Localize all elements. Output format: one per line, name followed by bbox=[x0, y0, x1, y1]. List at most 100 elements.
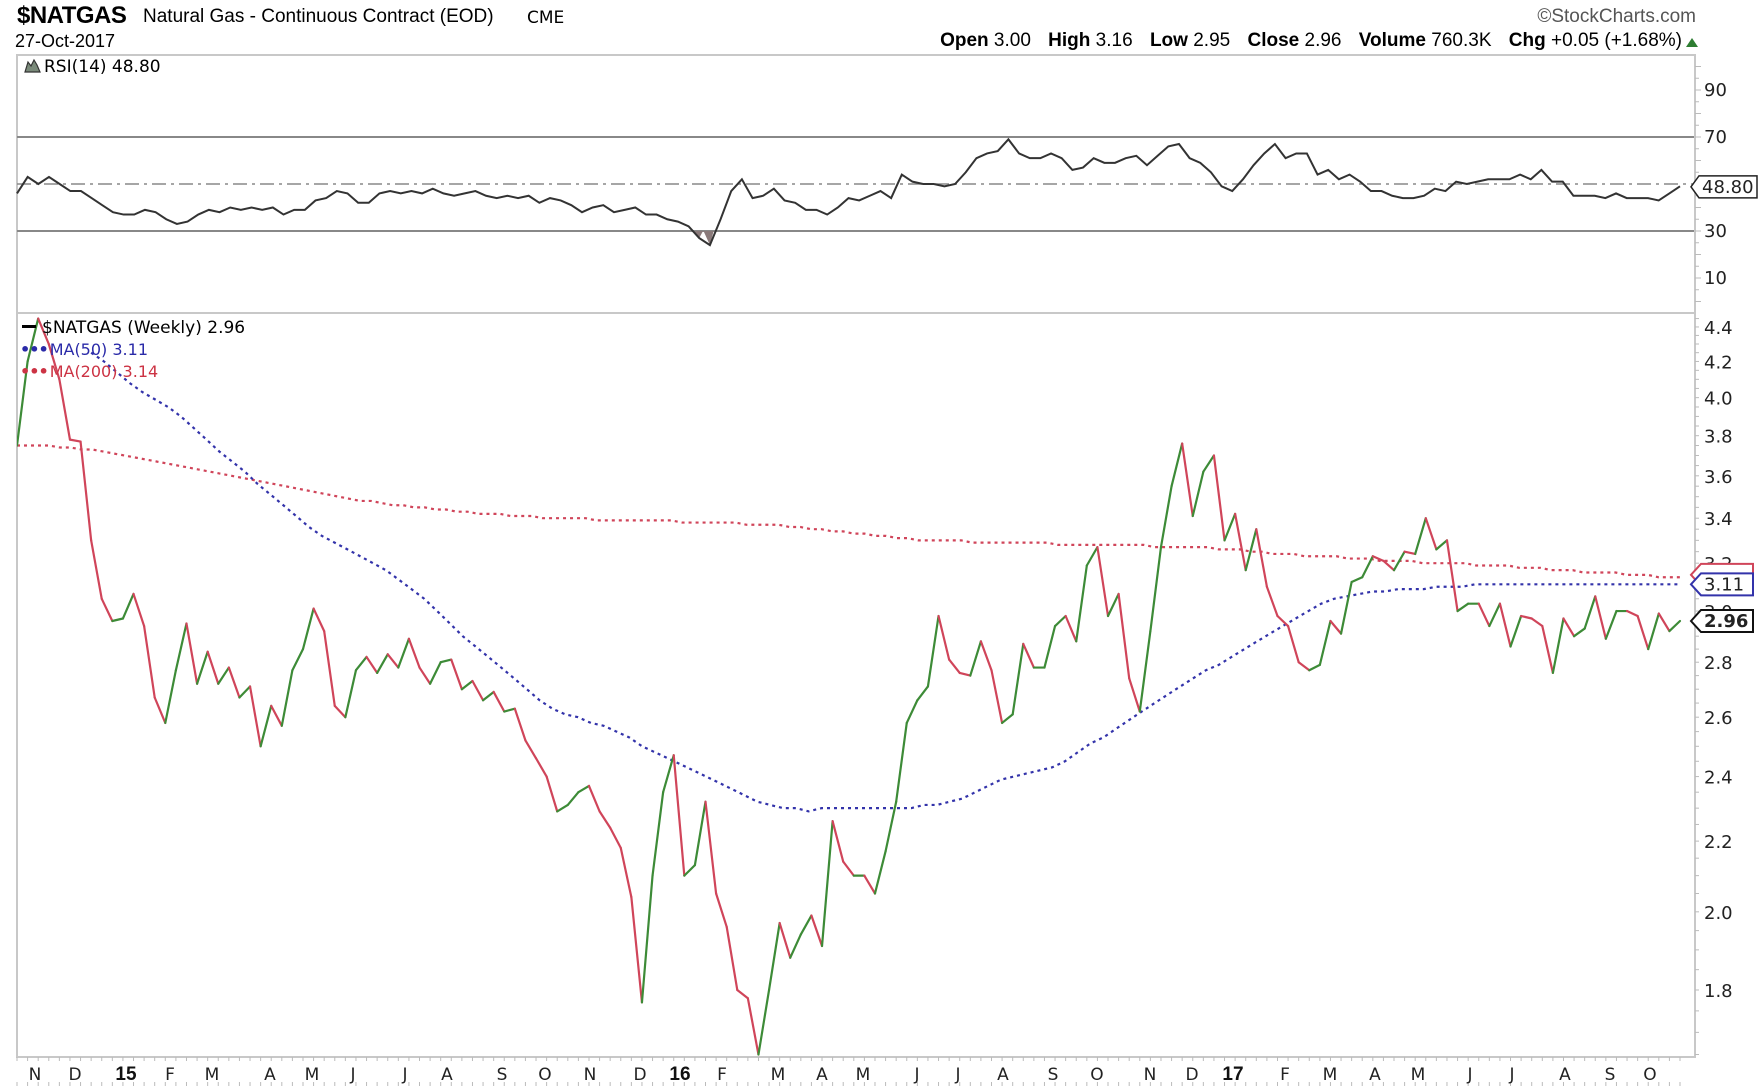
price-segment bbox=[693, 800, 707, 867]
price-segment bbox=[481, 690, 495, 702]
price-segment bbox=[248, 685, 262, 748]
x-axis-month-label: J bbox=[1508, 1065, 1514, 1085]
price-y-tick: 2.8 bbox=[1704, 653, 1733, 674]
price-segment bbox=[820, 820, 834, 948]
ma200-legend: ••• MA(200) 3.14 bbox=[20, 362, 158, 381]
price-segment bbox=[1255, 528, 1268, 588]
x-axis-year-label: 16 bbox=[669, 1064, 690, 1085]
price-segment bbox=[884, 800, 898, 853]
price-segment bbox=[164, 669, 177, 725]
price-segment bbox=[1657, 612, 1671, 633]
price-segment bbox=[1604, 609, 1618, 640]
price-segment bbox=[492, 690, 506, 713]
price-segment bbox=[26, 317, 40, 363]
volume-value: 760.3K bbox=[1431, 30, 1492, 51]
price-segment bbox=[312, 607, 326, 633]
price-y-tick: 2.4 bbox=[1704, 768, 1733, 789]
rsi-y-tick: 30 bbox=[1704, 221, 1727, 242]
price-segment bbox=[799, 914, 813, 936]
ma50-legend: ••• MA(50) 3.11 bbox=[20, 340, 148, 359]
price-segment bbox=[121, 592, 135, 620]
price-frame bbox=[16, 312, 1696, 1058]
copyright-link[interactable]: ©StockCharts.com bbox=[1537, 6, 1696, 27]
price-segment bbox=[1414, 517, 1427, 556]
price-segment bbox=[1361, 555, 1374, 579]
price-segment bbox=[1625, 609, 1639, 618]
price-segment bbox=[619, 846, 633, 899]
price-segment bbox=[1668, 619, 1682, 633]
price-segment bbox=[333, 704, 347, 719]
low-value: 2.95 bbox=[1193, 30, 1231, 51]
x-axis-month-label: A bbox=[1559, 1065, 1571, 1085]
price-segment bbox=[1403, 550, 1417, 556]
price-segment bbox=[598, 810, 612, 829]
price-segment bbox=[354, 655, 368, 672]
price-segment bbox=[1297, 661, 1311, 672]
x-axis-month-label: A bbox=[816, 1065, 828, 1085]
price-segment bbox=[513, 707, 527, 742]
price-segment bbox=[344, 669, 358, 719]
price-segment bbox=[365, 655, 379, 675]
price-segment bbox=[407, 637, 421, 669]
exchange-label: CME bbox=[527, 8, 565, 28]
x-axis-month-label: J bbox=[349, 1065, 355, 1085]
x-axis-month-label: S bbox=[497, 1065, 508, 1085]
price-segment bbox=[185, 622, 199, 685]
price-segment bbox=[566, 791, 580, 807]
price-y-tick: 1.8 bbox=[1704, 981, 1733, 1002]
price-segment bbox=[767, 921, 781, 992]
svg-text:3.11: 3.11 bbox=[1704, 574, 1744, 595]
price-segment bbox=[195, 650, 209, 685]
x-axis-month-label: N bbox=[1144, 1065, 1157, 1085]
rsi-legend-text: RSI(14) 48.80 bbox=[44, 57, 161, 77]
price-segment bbox=[958, 671, 972, 677]
rsi-y-tick: 90 bbox=[1704, 80, 1727, 101]
price-segment bbox=[503, 707, 516, 713]
x-axis-month-label: A bbox=[264, 1065, 276, 1085]
price-segment bbox=[291, 647, 305, 672]
x-axis-month-label: F bbox=[165, 1065, 175, 1085]
x-axis-month-label: S bbox=[1048, 1065, 1059, 1085]
price-segment bbox=[1318, 619, 1332, 666]
price-segment bbox=[672, 754, 686, 877]
price-segment bbox=[1075, 564, 1088, 643]
price-segment bbox=[810, 914, 824, 948]
price-segment bbox=[1339, 580, 1353, 635]
price-legend: $NATGAS (Weekly) 2.96 bbox=[22, 318, 245, 338]
x-axis-year-label: 17 bbox=[1222, 1064, 1243, 1085]
svg-text:2.96: 2.96 bbox=[1704, 611, 1748, 632]
price-segment bbox=[1043, 624, 1057, 669]
price-y-tick: 3.8 bbox=[1704, 427, 1733, 448]
price-segment bbox=[439, 658, 453, 664]
svg-text:48.80: 48.80 bbox=[1702, 177, 1754, 198]
ma200-line bbox=[17, 444, 1680, 579]
price-y-tick: 4.2 bbox=[1704, 352, 1733, 373]
ma50-current-tag: 3.11 bbox=[1689, 572, 1754, 597]
rsi-oversold-fill bbox=[703, 231, 714, 246]
x-axis-month-label: M bbox=[1323, 1065, 1338, 1085]
price-segment bbox=[1149, 546, 1163, 633]
price-y-tick: 2.6 bbox=[1704, 708, 1733, 729]
indicator-mountain-icon bbox=[24, 58, 41, 73]
price-segment bbox=[418, 666, 432, 685]
price-segment bbox=[1392, 550, 1406, 572]
price-segment bbox=[1011, 642, 1025, 716]
price-segment bbox=[90, 539, 103, 600]
x-axis-month-label: J bbox=[401, 1065, 407, 1085]
price-segment bbox=[1329, 619, 1343, 635]
symbol-description: Natural Gas - Continuous Contract (EOD) bbox=[143, 6, 494, 27]
ma50-legend-text: MA(50) 3.11 bbox=[49, 340, 148, 359]
price-segment bbox=[1371, 555, 1385, 562]
price-segment bbox=[450, 658, 463, 691]
price-segment bbox=[37, 317, 50, 346]
price-segment bbox=[1106, 592, 1120, 618]
price-segment bbox=[1647, 612, 1660, 651]
x-axis-month-label: D bbox=[1185, 1065, 1198, 1085]
x-axis-month-label: O bbox=[1090, 1065, 1103, 1085]
price-segment bbox=[47, 342, 61, 381]
x-axis-month-label: J bbox=[1466, 1065, 1472, 1085]
price-segment bbox=[1551, 617, 1565, 675]
price-segment bbox=[1276, 614, 1290, 628]
price-segment bbox=[1159, 485, 1173, 549]
